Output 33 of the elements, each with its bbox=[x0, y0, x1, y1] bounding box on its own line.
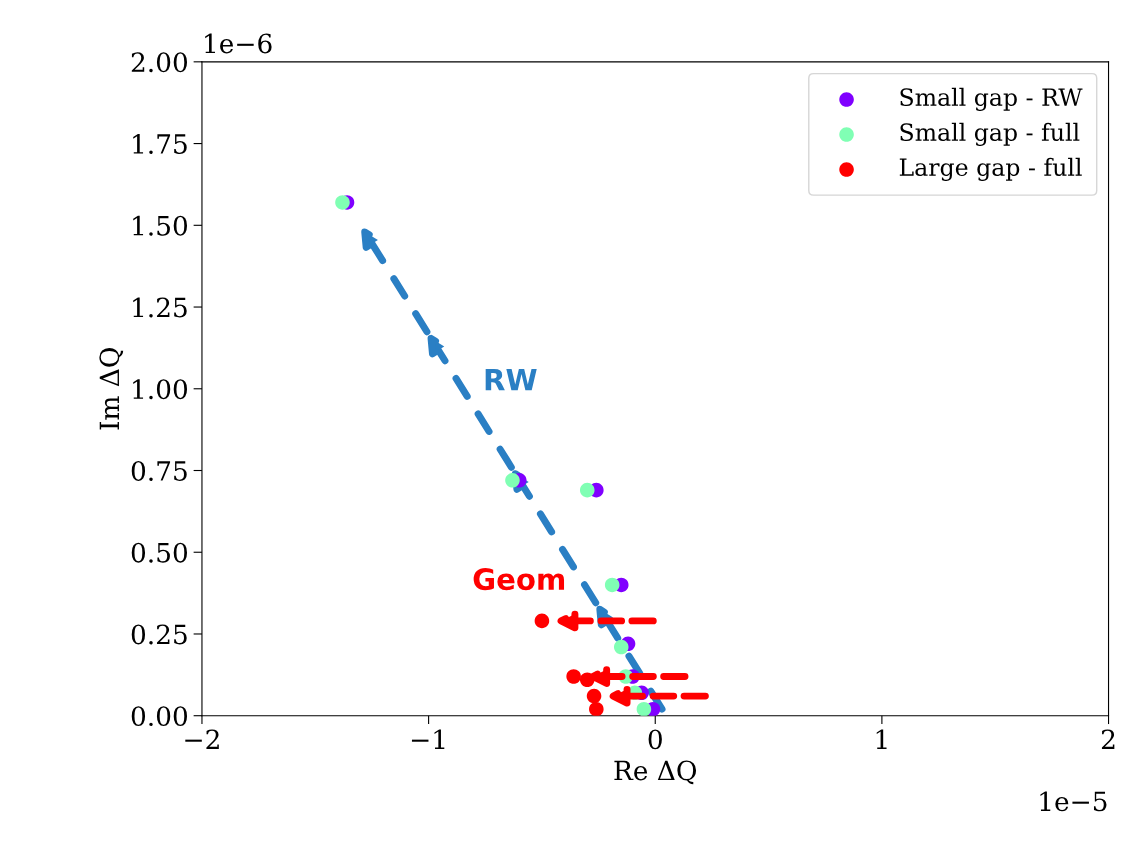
point bbox=[586, 688, 602, 704]
point bbox=[566, 669, 581, 684]
x-tick-label: 2 bbox=[1101, 729, 1115, 749]
y-tick-label: 1.25 bbox=[133, 297, 187, 318]
point bbox=[335, 195, 350, 210]
y-tick-label: 1.75 bbox=[133, 134, 187, 154]
point bbox=[636, 701, 652, 716]
x-tick-label: −1 bbox=[411, 729, 445, 749]
y-tick-label: 1.00 bbox=[133, 379, 188, 400]
point bbox=[534, 613, 550, 629]
annotation: Geom bbox=[473, 568, 565, 591]
y-tick-label: 0.50 bbox=[131, 542, 188, 563]
y-tick-label: 1.50 bbox=[133, 215, 188, 236]
point bbox=[613, 639, 629, 655]
text: 1e−6 bbox=[205, 33, 272, 54]
x-axis-title: Re ΔQ bbox=[614, 760, 697, 785]
point bbox=[579, 482, 595, 498]
x-tick-label: 0 bbox=[648, 729, 662, 750]
text: 1e−5 bbox=[1040, 791, 1107, 812]
y-tick-label: 2.00 bbox=[131, 52, 188, 73]
point bbox=[505, 473, 520, 488]
y-tick-label: 0.00 bbox=[131, 706, 188, 727]
y-axis-title: Im ΔQ bbox=[99, 347, 124, 430]
annotation: RW bbox=[485, 369, 537, 391]
legend-label: Small gap - RW bbox=[900, 87, 1083, 111]
point bbox=[589, 701, 604, 716]
x-tick-label: −2 bbox=[185, 729, 219, 749]
y-tick-label: 0.25 bbox=[131, 624, 187, 645]
legend-label: Small gap - full bbox=[900, 122, 1080, 146]
y-tick-label: 0.75 bbox=[131, 460, 187, 481]
legend-label: Large gap - full bbox=[899, 157, 1082, 181]
x-tick-label: 1 bbox=[876, 729, 887, 749]
point bbox=[604, 577, 620, 593]
